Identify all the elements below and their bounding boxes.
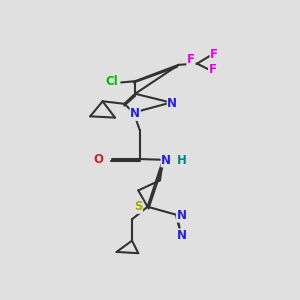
Text: H: H xyxy=(177,154,187,167)
Text: F: F xyxy=(187,53,195,66)
Text: F: F xyxy=(210,48,218,61)
Text: N: N xyxy=(167,97,177,110)
Text: S: S xyxy=(134,200,142,213)
Text: F: F xyxy=(209,63,217,76)
Text: N: N xyxy=(130,107,140,120)
Text: Cl: Cl xyxy=(106,75,118,88)
Text: N: N xyxy=(161,154,171,167)
Text: O: O xyxy=(93,152,103,166)
Text: N: N xyxy=(177,209,187,222)
Text: N: N xyxy=(177,229,187,242)
